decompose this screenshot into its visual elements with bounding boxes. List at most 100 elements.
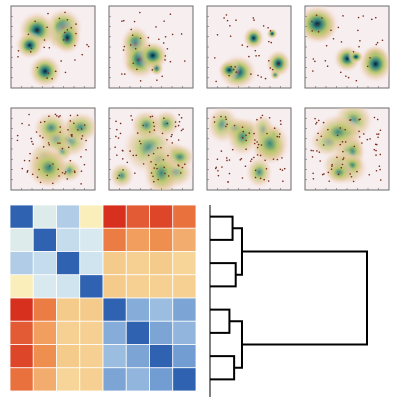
sample-point <box>283 167 286 170</box>
sample-point <box>266 132 268 135</box>
sample-point <box>161 132 164 135</box>
sample-point <box>225 157 228 159</box>
sample-point <box>114 146 116 148</box>
sample-point <box>147 154 150 157</box>
sample-point <box>221 166 223 168</box>
sample-point <box>133 20 136 23</box>
sample-point <box>215 166 218 169</box>
matrix-cell <box>56 227 81 252</box>
sample-point <box>312 149 314 152</box>
sample-point <box>215 80 217 83</box>
density-blob <box>242 25 265 51</box>
sample-point <box>67 129 69 131</box>
sample-point <box>234 66 236 68</box>
sample-point <box>123 45 126 48</box>
sample-point <box>332 37 335 40</box>
sample-point <box>254 176 257 179</box>
sample-point <box>139 11 141 14</box>
sample-point <box>356 170 358 173</box>
sample-point <box>28 124 30 126</box>
sample-point <box>177 139 180 141</box>
sample-point <box>64 71 67 74</box>
sample-point <box>368 173 371 176</box>
sample-point <box>379 129 382 132</box>
sample-point <box>315 14 318 16</box>
sample-point <box>311 156 314 158</box>
sample-point <box>261 114 264 117</box>
sample-point <box>48 115 50 117</box>
sample-point <box>246 45 249 48</box>
matrix-cell <box>172 204 197 229</box>
sample-point <box>162 158 165 161</box>
sample-point <box>180 33 183 35</box>
sample-point <box>337 26 340 29</box>
sample-point <box>85 149 87 151</box>
sample-point <box>52 163 54 165</box>
sample-point <box>54 113 57 116</box>
sample-point <box>56 115 58 117</box>
matrix-cell <box>172 367 197 392</box>
sample-point <box>147 36 150 39</box>
sample-point <box>178 113 180 116</box>
sample-point <box>311 30 314 32</box>
sample-point <box>375 149 377 152</box>
sample-point <box>142 163 145 165</box>
sample-point <box>355 79 358 82</box>
sample-point <box>257 143 260 146</box>
sample-point <box>311 20 313 23</box>
sample-point <box>81 135 84 137</box>
sample-point <box>121 149 124 152</box>
sample-point <box>336 134 339 137</box>
sample-point <box>21 122 23 125</box>
matrix-cell <box>9 320 34 345</box>
sample-point <box>116 128 118 131</box>
matrix-cell <box>56 297 81 322</box>
sample-point <box>264 77 267 80</box>
sample-point <box>75 23 77 25</box>
sample-point <box>64 172 66 175</box>
sample-point <box>117 137 120 139</box>
sample-point <box>28 160 31 162</box>
sample-point <box>374 143 377 146</box>
sample-point <box>49 165 51 167</box>
sample-point <box>59 115 61 117</box>
sample-point <box>259 177 262 180</box>
sample-point <box>357 16 360 19</box>
matrix-cell <box>102 320 127 345</box>
sample-point <box>328 180 331 182</box>
sample-point <box>376 41 379 44</box>
sample-point <box>26 171 29 173</box>
sample-point <box>155 26 157 28</box>
sample-point <box>157 147 159 149</box>
sample-point <box>182 128 184 130</box>
sample-point <box>152 121 155 124</box>
sample-point <box>39 121 42 124</box>
sample-point <box>214 57 216 59</box>
sample-point <box>349 119 351 121</box>
density-panel-8 <box>304 107 390 191</box>
sample-point <box>32 143 34 145</box>
matrix-cell <box>32 320 57 345</box>
sample-point <box>345 75 347 77</box>
sample-point <box>317 132 319 135</box>
sample-point <box>324 60 327 62</box>
sample-point <box>378 165 381 168</box>
sample-point <box>318 21 321 24</box>
sample-point <box>161 75 164 78</box>
sample-point <box>376 133 378 135</box>
sample-point <box>312 58 315 60</box>
sample-point <box>38 168 40 171</box>
density-blob <box>357 44 389 84</box>
sample-point <box>116 154 118 156</box>
density-blob <box>266 28 278 40</box>
sample-point <box>69 114 72 117</box>
sample-point <box>231 148 234 151</box>
sample-point <box>134 172 136 174</box>
sample-point <box>153 125 155 128</box>
sample-point <box>23 159 26 162</box>
matrix-cell <box>9 251 34 276</box>
sample-point <box>342 158 344 161</box>
sample-point <box>34 20 36 23</box>
sample-point <box>47 12 49 15</box>
matrix-cell <box>32 367 57 392</box>
